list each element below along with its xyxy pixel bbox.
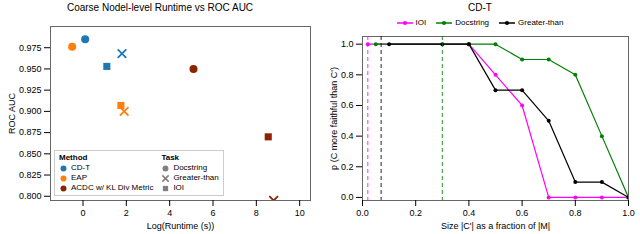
- html-text:CD-T: CD-T: [71, 163, 91, 172]
- svg-text:0.850: 0.850: [19, 149, 42, 159]
- svg-text:1.0: 1.0: [341, 39, 354, 49]
- svg-text:0.4: 0.4: [463, 208, 476, 218]
- svg-text:p (C more faithful than C'): p (C more faithful than C'): [329, 67, 339, 170]
- svg-text:0.2: 0.2: [409, 208, 422, 218]
- svg-text:0.6: 0.6: [516, 208, 529, 218]
- svg-text:0.800: 0.800: [19, 191, 42, 201]
- html-text:EAP: EAP: [71, 173, 87, 182]
- html-text:Coarse Nodel-level Runtime vs: Coarse Nodel-level Runtime vs ROC AUC: [66, 2, 254, 13]
- html-text:Docstring: Docstring: [455, 18, 489, 27]
- svg-text:0: 0: [80, 208, 85, 218]
- svg-text:8: 8: [254, 208, 259, 218]
- html-text:Greater-than: Greater-than: [518, 18, 564, 27]
- svg-text:6: 6: [210, 208, 215, 218]
- html-text:CD-T: CD-T: [468, 2, 492, 13]
- svg-text:0.4: 0.4: [341, 131, 354, 141]
- svg-text:0.6: 0.6: [341, 100, 354, 110]
- html-text:IOI: IOI: [173, 183, 185, 192]
- svg-text:Log(Runtime (s)): Log(Runtime (s)): [147, 221, 215, 231]
- svg-text:0.0: 0.0: [356, 208, 369, 218]
- svg-text:Size |C'| as a fraction of |M|: Size |C'| as a fraction of |M|: [441, 221, 550, 231]
- svg-text:0.950: 0.950: [19, 64, 42, 74]
- html-text:Greater-than: Greater-than: [173, 173, 219, 182]
- html-text:Task: Task: [161, 153, 179, 162]
- svg-text:ROC AUC: ROC AUC: [7, 93, 17, 135]
- svg-text:1.0: 1.0: [622, 208, 635, 218]
- svg-text:0.0: 0.0: [341, 192, 354, 202]
- svg-text:0.925: 0.925: [19, 85, 42, 95]
- svg-text:0.8: 0.8: [341, 70, 354, 80]
- svg-text:4: 4: [167, 208, 172, 218]
- html-text:IOI: IOI: [415, 18, 427, 27]
- html-text:ACDC w/ KL Div Metric: ACDC w/ KL Div Metric: [71, 183, 154, 192]
- html-text:Method: Method: [59, 153, 88, 162]
- svg-text:0.975: 0.975: [19, 43, 42, 53]
- svg-text:0.875: 0.875: [19, 127, 42, 137]
- html-text:Docstring: Docstring: [173, 163, 208, 172]
- svg-text:0.825: 0.825: [19, 170, 42, 180]
- svg-text:2: 2: [124, 208, 129, 218]
- svg-text:0.900: 0.900: [19, 106, 42, 116]
- svg-text:0.8: 0.8: [569, 208, 582, 218]
- svg-text:10: 10: [295, 208, 305, 218]
- svg-text:0.2: 0.2: [341, 162, 354, 172]
